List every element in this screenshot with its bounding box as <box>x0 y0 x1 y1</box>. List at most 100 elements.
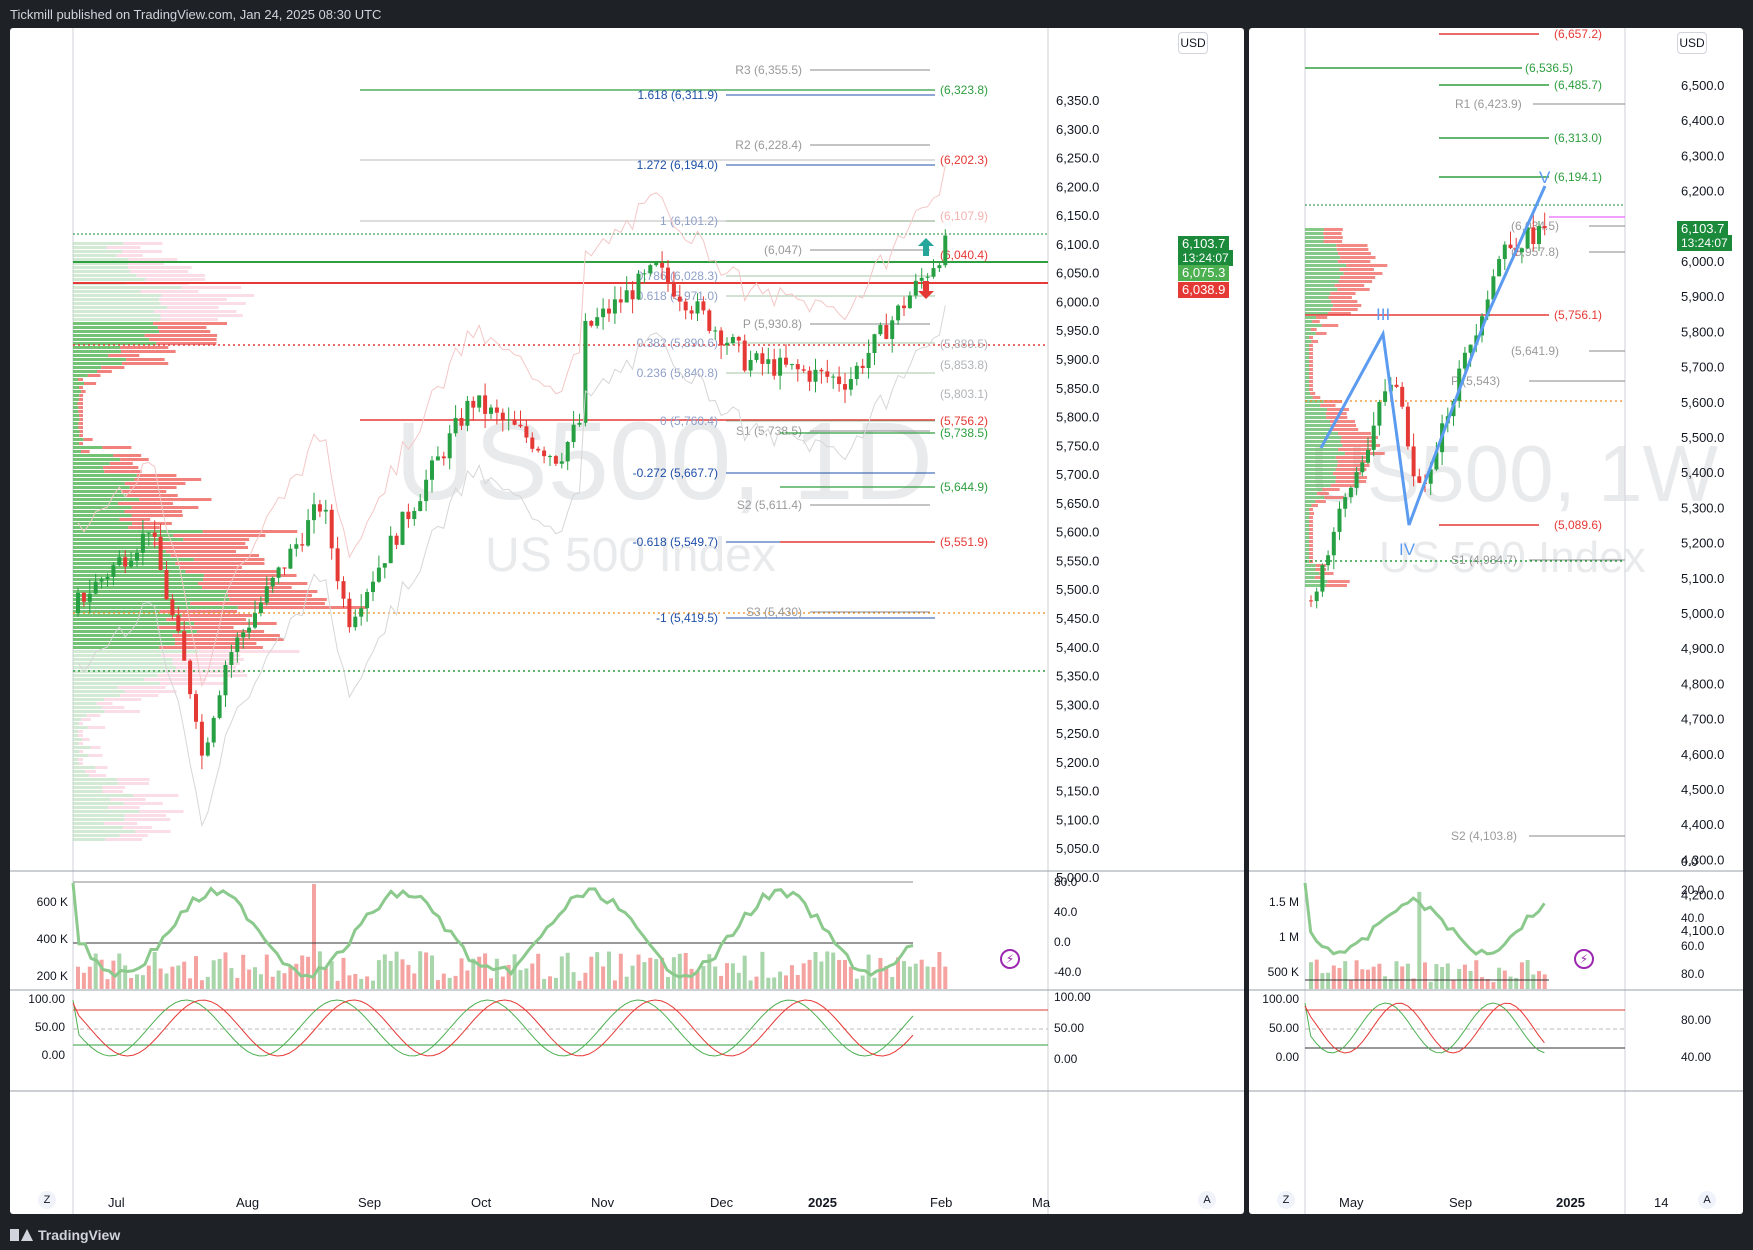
weekly-profile-up-bar <box>1305 420 1331 423</box>
daily-volume-bar <box>583 972 588 989</box>
daily-profile-up-bar <box>73 634 173 637</box>
weekly-price-tick: 5,000.0 <box>1681 606 1724 621</box>
daily-profile-down-bar <box>121 350 176 353</box>
daily-auto-scale-button[interactable]: A <box>1198 1191 1216 1209</box>
daily-profile-up-bar <box>73 718 82 721</box>
daily-profile-up-bar <box>73 298 160 301</box>
daily-profile-down-bar <box>160 314 243 317</box>
daily-profile-up-bar <box>73 566 180 569</box>
weekly-auto-scale-button[interactable]: A <box>1698 1191 1716 1209</box>
weekly-profile-up-bar <box>1305 288 1338 291</box>
daily-candle-body <box>595 317 600 326</box>
daily-candle-body <box>217 695 222 718</box>
daily-profile-up-bar <box>73 374 88 377</box>
daily-profile-up-bar <box>73 806 109 809</box>
daily-volume-bar <box>736 972 741 989</box>
daily-profile-up-bar <box>73 310 155 313</box>
daily-profile-up-bar <box>73 598 230 601</box>
daily-profile-up-bar <box>73 462 110 465</box>
weekly-profile-up-bar <box>1305 368 1309 371</box>
daily-candle-body <box>789 364 794 366</box>
weekly-profile-down-bar <box>1327 580 1350 583</box>
weekly-alert-bolt-icon[interactable]: ⚡ <box>1574 949 1594 969</box>
daily-volume-bar <box>306 956 311 989</box>
daily-volume-bar <box>376 960 381 989</box>
daily-profile-up-bar <box>73 730 79 733</box>
daily-alert-bolt-icon[interactable]: ⚡ <box>1000 949 1020 969</box>
daily-profile-up-bar <box>73 454 114 457</box>
daily-volume-bar <box>123 965 128 989</box>
daily-time-label: Sep <box>358 1195 381 1210</box>
daily-candle-body <box>282 567 287 569</box>
weekly-green-label: (6,313.0) <box>1554 131 1602 145</box>
daily-candle-body <box>424 479 429 502</box>
weekly-currency-button[interactable]: USD <box>1677 32 1707 54</box>
daily-candle-body <box>276 567 281 578</box>
daily-time-label: Feb <box>930 1195 952 1210</box>
daily-chart-canvas[interactable]: 6,350.0 6,300.0 6,250.0 6,200.0 6,150.0 6,100… <box>10 28 1244 1214</box>
daily-currency-button[interactable]: USD <box>1178 32 1208 54</box>
weekly-candle-body <box>1525 227 1530 249</box>
daily-profile-down-bar <box>78 398 83 401</box>
daily-profile-down-bar <box>88 754 103 757</box>
daily-profile-up-bar <box>73 586 203 589</box>
weekly-chart-canvas[interactable]: 6,500.06,400.06,300.06,200.06,100.06,000… <box>1249 28 1743 1214</box>
weekly-profile-up-bar <box>1305 356 1309 359</box>
daily-volume-bar <box>766 977 771 989</box>
daily-volume-bar <box>412 973 417 989</box>
weekly-profile-up-bar <box>1305 504 1312 507</box>
weekly-volume-bar <box>1417 891 1422 989</box>
daily-profile-down-bar <box>79 394 84 397</box>
daily-pivot-label: R2 (6,228.4) <box>735 138 802 152</box>
weekly-profile-down-bar <box>1309 508 1313 511</box>
daily-chart-panel[interactable]: US500, 1D US 500 Index 6,350.0 6,300.0 6,2… <box>10 28 1244 1214</box>
weekly-profile-down-bar <box>1314 576 1325 579</box>
daily-profile-up-bar <box>73 790 103 793</box>
daily-red-level-tag: 6,038.9 <box>1178 282 1230 298</box>
daily-green-label: (6,323.8) <box>940 83 988 97</box>
weekly-candle-body <box>1411 446 1416 477</box>
daily-profile-up-bar <box>73 370 97 373</box>
daily-fib-label: 0 (5,760.4) <box>660 414 718 428</box>
weekly-chart-panel[interactable]: US500, 1W US 500 Index 6,500.0 6,400.0 6,3… <box>1249 28 1743 1214</box>
daily-profile-down-bar <box>170 554 259 557</box>
daily-candle-body <box>500 412 505 420</box>
daily-volume-bar <box>589 956 594 989</box>
weekly-wave-label: III <box>1376 305 1390 324</box>
daily-profile-down-bar <box>119 834 148 837</box>
weekly-candle-body <box>1326 555 1331 566</box>
weekly-profile-up-bar <box>1305 508 1309 511</box>
weekly-profile-up-bar <box>1305 268 1340 271</box>
weekly-candle-body <box>1468 344 1473 353</box>
daily-up-arrow-icon <box>918 238 934 256</box>
daily-profile-up-bar <box>73 466 103 469</box>
daily-candle-body <box>512 419 517 425</box>
daily-profile-down-bar <box>124 482 186 485</box>
daily-zoom-button[interactable]: Z <box>38 1191 56 1209</box>
daily-profile-down-bar <box>77 734 83 737</box>
daily-candle-body <box>618 299 623 303</box>
daily-profile-up-bar <box>73 478 135 481</box>
daily-profile-down-bar <box>124 510 183 513</box>
weekly-zoom-button[interactable]: Z <box>1277 1191 1295 1209</box>
weekly-profile-up-bar <box>1305 548 1309 551</box>
daily-band-upper <box>77 165 946 688</box>
tradingview-logo-icon <box>10 1229 33 1241</box>
daily-volume-bar <box>194 956 198 989</box>
daily-candle-body <box>418 501 423 512</box>
weekly-volume-bar <box>1394 961 1399 989</box>
weekly-profile-down-bar <box>1326 408 1349 411</box>
tradingview-logo[interactable]: TradingView <box>10 1220 120 1250</box>
daily-profile-down-bar <box>159 330 211 333</box>
daily-candle-body <box>87 593 92 602</box>
daily-volume-bar <box>831 952 836 989</box>
daily-candle-body <box>919 277 924 281</box>
daily-volume-bar <box>146 965 151 989</box>
daily-candle-body <box>229 652 234 666</box>
weekly-profile-down-bar <box>1312 396 1321 399</box>
daily-price-tick: 6,150.0 <box>1056 208 1099 223</box>
daily-volume-bar <box>506 964 511 989</box>
weekly-profile-up-bar <box>1305 296 1329 299</box>
weekly-profile-down-bar <box>1309 376 1313 379</box>
daily-profile-down-bar <box>122 250 162 253</box>
